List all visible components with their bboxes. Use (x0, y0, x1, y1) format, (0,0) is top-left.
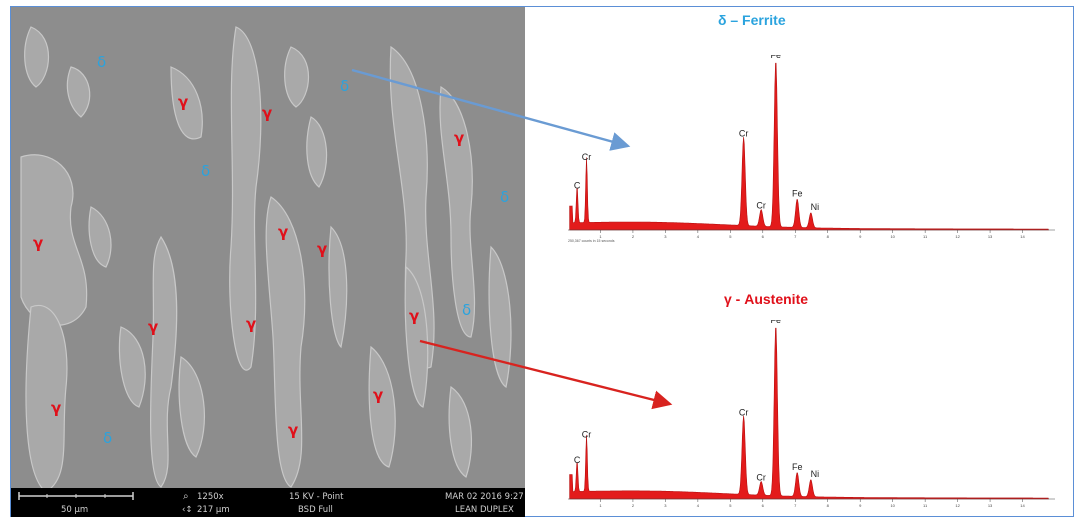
austenite-spectrum-title: γ - Austenite (724, 291, 809, 307)
tick-label: 3 (664, 234, 667, 239)
peak-label-fe: Fe (771, 320, 782, 325)
phase-label-gamma: γ (148, 318, 159, 336)
tick-label: 2 (632, 234, 635, 239)
phase-label-gamma: γ (288, 421, 299, 439)
phase-label-gamma: γ (373, 386, 384, 404)
phase-label-delta: δ (103, 429, 113, 447)
phase-label-gamma: γ (454, 129, 465, 147)
sample: LEAN DUPLEX (455, 505, 514, 515)
peak-label-cr: Cr (582, 430, 592, 440)
peak-label-c: C (574, 455, 581, 465)
tick-label: 12 (955, 234, 960, 239)
tick-label: 8 (827, 234, 830, 239)
tick-label: 6 (762, 234, 765, 239)
phase-label-gamma: γ (178, 93, 189, 111)
peak-label-ni: Ni (811, 469, 820, 479)
tick-label: 2 (632, 503, 635, 508)
peak-label-fe: Fe (792, 189, 803, 199)
tick-label: 14 (1020, 234, 1025, 239)
tick-label: 4 (697, 234, 700, 239)
peak-label-ni: Ni (811, 202, 820, 212)
tick-label: 3 (664, 503, 667, 508)
detector: BSD Full (298, 505, 333, 515)
tick-label: 9 (859, 234, 862, 239)
phase-label-delta: δ (340, 77, 350, 95)
scale-label: 50 µm (61, 505, 89, 515)
date: MAR 02 2016 9:27 (445, 492, 524, 502)
sem-micrograph: δ γ γ δ γ δ δ γ γ γ γ γ γ δ γ γ γ δ (11, 7, 525, 517)
peak-label-cr: Cr (756, 472, 766, 482)
magnification: 1250x (197, 492, 224, 502)
peak-label-cr: Cr (582, 152, 592, 162)
spectrum-trace (569, 62, 1049, 231)
tick-label: 6 (762, 503, 765, 508)
peak-label-cr: Cr (739, 128, 749, 138)
peak-label-c: C (574, 180, 581, 190)
tick-label: 9 (859, 503, 862, 508)
phase-label-gamma: γ (317, 240, 328, 258)
magnify-icon: ⌕ (183, 491, 189, 502)
field-width: 217 µm (197, 505, 230, 515)
phase-label-delta: δ (462, 301, 472, 319)
peak-label-cr: Cr (756, 200, 766, 210)
voltage: 15 KV - Point (289, 492, 344, 502)
peak-label-fe: Fe (792, 462, 803, 472)
tick-label: 13 (988, 503, 993, 508)
figure-frame (10, 6, 1074, 517)
phase-label-gamma: γ (33, 234, 44, 252)
tick-label: 11 (923, 503, 928, 508)
phase-label-delta: δ (500, 188, 510, 206)
tick-label: 7 (794, 234, 797, 239)
phase-label-delta: δ (201, 162, 211, 180)
phase-label-delta: δ (97, 53, 107, 71)
tick-label: 5 (729, 503, 732, 508)
phase-label-gamma: γ (51, 399, 62, 417)
tick-label: 12 (955, 503, 960, 508)
phase-label-gamma: γ (409, 307, 420, 325)
tick-label: 7 (794, 503, 797, 508)
phase-label-gamma: γ (278, 223, 289, 241)
sem-info-bar: 50 µm ⌕ 1250x ‹↕ 217 µm 15 KV - Point BS… (11, 488, 525, 517)
tick-label: 10 (890, 503, 895, 508)
peak-label-fe: Fe (771, 55, 782, 60)
phase-label-gamma: γ (246, 315, 257, 333)
tick-label: 10 (890, 234, 895, 239)
peak-label-cr: Cr (739, 407, 749, 417)
spectrum-trace (569, 327, 1049, 500)
scale-bar (18, 492, 134, 500)
phase-label-gamma: γ (262, 104, 273, 122)
tick-label: 14 (1020, 503, 1025, 508)
count-note: 250,367 counts in 15 seconds (568, 239, 615, 243)
tick-label: 13 (988, 234, 993, 239)
tick-label: 4 (697, 503, 700, 508)
ferrite-spectrum-title: δ – Ferrite (718, 12, 786, 28)
tick-label: 5 (729, 234, 732, 239)
tick-label: 11 (923, 234, 928, 239)
field-width-icon: ‹↕ (182, 505, 193, 515)
tick-label: 8 (827, 503, 830, 508)
tick-label: 1 (599, 503, 602, 508)
tick-label: 1 (599, 234, 602, 239)
